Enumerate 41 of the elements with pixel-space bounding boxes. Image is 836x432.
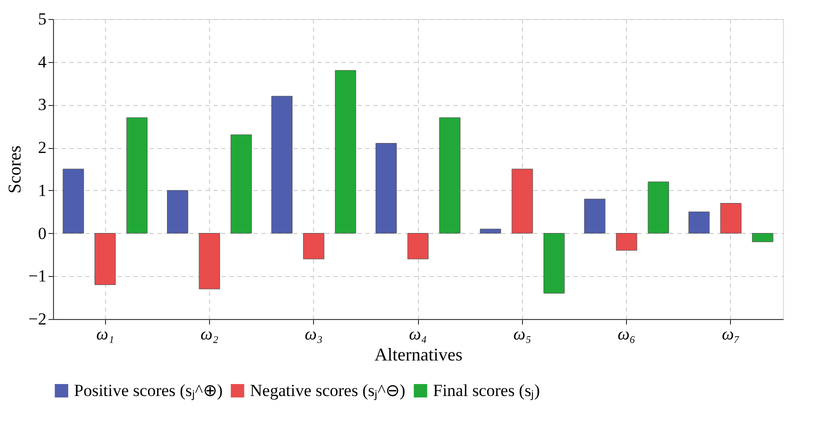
y-tick-label: 1 bbox=[38, 180, 46, 200]
x-tick-label: ω₅ bbox=[513, 324, 532, 344]
bar bbox=[334, 70, 356, 234]
bar bbox=[198, 233, 220, 290]
bar bbox=[616, 233, 638, 251]
bar bbox=[512, 168, 533, 234]
x-tick-label: ω₆ bbox=[618, 324, 636, 344]
x-tick-label: ω₂ bbox=[200, 324, 218, 344]
bar bbox=[584, 198, 606, 234]
legend-label: Positive scores (sⱼ^⊕) bbox=[74, 380, 223, 401]
x-axis-title: Alternatives bbox=[374, 344, 462, 364]
x-tick-label: ω₃ bbox=[304, 324, 323, 344]
x-tick-label: ω₄ bbox=[409, 324, 428, 344]
bar bbox=[720, 203, 742, 234]
bar bbox=[167, 190, 188, 234]
y-tick-label: 0 bbox=[38, 224, 46, 243]
bar bbox=[271, 96, 292, 234]
legend-label: Final scores (sⱼ) bbox=[433, 380, 540, 401]
bar bbox=[303, 233, 324, 260]
bar bbox=[62, 168, 84, 234]
bar bbox=[407, 233, 429, 260]
bar bbox=[230, 134, 252, 234]
bar bbox=[544, 233, 565, 294]
x-tick-label: ω₁ bbox=[96, 324, 114, 344]
legend-label: Negative scores (sⱼ^⊖) bbox=[250, 380, 406, 401]
y-tick-label: 5 bbox=[38, 10, 46, 28]
y-tick-label: 3 bbox=[38, 95, 46, 114]
y-axis-title: Scores bbox=[4, 146, 24, 194]
y-tick-label: −1 bbox=[28, 266, 46, 286]
bar bbox=[752, 233, 774, 242]
bar bbox=[376, 143, 397, 234]
bar bbox=[480, 228, 502, 234]
bar bbox=[648, 182, 669, 234]
bar bbox=[94, 233, 116, 285]
x-tick-label: ω₇ bbox=[722, 324, 740, 344]
bar bbox=[126, 117, 148, 234]
y-tick-label: 4 bbox=[38, 52, 47, 72]
y-tick-label: 2 bbox=[38, 138, 46, 158]
bar bbox=[688, 212, 710, 234]
y-tick-label: −2 bbox=[28, 310, 46, 328]
bar bbox=[439, 117, 460, 234]
